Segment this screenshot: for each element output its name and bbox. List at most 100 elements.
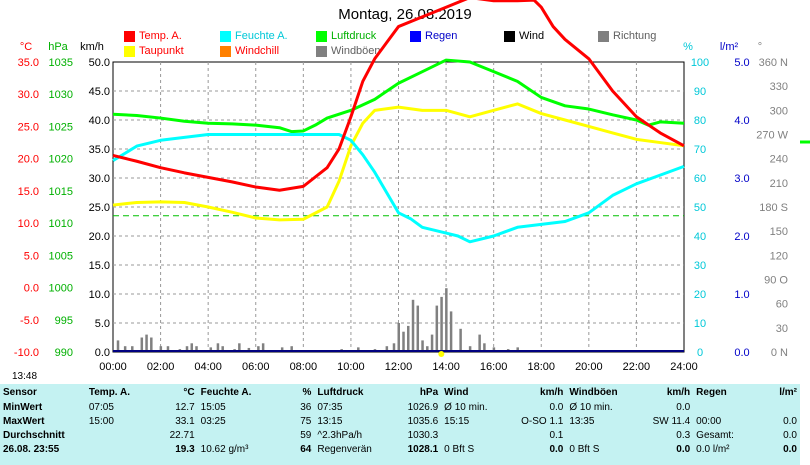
y-tick-direction: 180 S (759, 202, 788, 214)
legend-swatch (220, 30, 231, 42)
x-tick: 04:00 (194, 361, 222, 372)
x-tick: 08:00 (290, 361, 318, 372)
stats-cell: 0.1 (549, 429, 564, 441)
stats-row-label: MaxWert (3, 415, 45, 427)
gust-bar (357, 347, 360, 352)
gust-bar (402, 331, 405, 352)
stats-row: 26.08. 23:55 19.3 10.62 g/m³ 64 Regenverän 10… (0, 442, 800, 456)
y-tick-pressure: 995 (55, 315, 73, 327)
y-tick-humidity: 90 (694, 86, 706, 98)
y-tick-temp: 20.0 (18, 154, 39, 166)
y-tick-direction: 60 (776, 299, 788, 311)
stats-cell (441, 428, 490, 442)
stats-header-cell: hPa (419, 386, 439, 398)
stats-cell: 22.71 (169, 429, 195, 441)
time-bar: 13:48 (0, 371, 810, 385)
stats-header-row: Sensor Temp. A. °C Feuchte A.% Luftdruck hPa W… (0, 384, 800, 400)
y-tick-rain: 0.0 (734, 347, 749, 359)
y-tick-humidity: 20 (694, 289, 706, 301)
legend-label: Windböen (331, 45, 381, 57)
legend-item: Wind (504, 30, 544, 42)
y-tick-direction: 150 (770, 226, 788, 238)
legend-label: Richtung (613, 30, 657, 42)
stats-cell (86, 428, 142, 442)
stats-cell: 0 Bft S (444, 443, 475, 455)
x-tick: 22:00 (623, 361, 651, 372)
series-temp (112, 0, 685, 192)
axis-header-temp: °C (20, 41, 32, 53)
stats-cell: 1026.9 (407, 401, 439, 413)
stats-cell: 15:05 (200, 401, 226, 413)
stats-cell: 75 (300, 415, 312, 427)
stats-header-cell: Sensor (3, 386, 37, 398)
y-tick-pressure: 1010 (49, 218, 73, 230)
y-tick-direction: 330 (770, 81, 788, 93)
weather-chart: °C hPa km/h% l/m² ° 35.0 30.0 25.0 20.0 15.0 10.0 5… (14, 0, 810, 372)
series-pressure (112, 58, 685, 134)
stats-cell: 59 (300, 429, 312, 441)
y-tick-pressure: 1035 (49, 57, 73, 69)
stats-header-cell: Feuchte A. (200, 386, 252, 398)
gust-bar (435, 305, 439, 352)
x-tick: 18:00 (527, 361, 555, 372)
gust-bar (430, 334, 434, 352)
gust-bar (426, 346, 429, 352)
gust-bar (209, 347, 213, 352)
stats-cell: 07:05 (88, 401, 114, 413)
stats-cell: 0.0 (783, 443, 797, 455)
gust-bar (116, 340, 120, 352)
y-tick-humidity: 40 (694, 231, 706, 243)
gust-bar (385, 346, 389, 352)
stats-row-label: 26.08. 23:55 (3, 443, 60, 455)
x-tick: 10:00 (337, 361, 365, 372)
y-tick-pressure: 1005 (49, 250, 73, 262)
stats-header-cell: l/m² (779, 386, 797, 398)
stats-cell: 13:35 (569, 415, 595, 427)
stats-cell: Gesamt: (696, 429, 734, 441)
stats-cell: 0.0 (549, 443, 564, 455)
gust-bar (185, 346, 189, 352)
y-tick-humidity: 60 (694, 173, 706, 185)
y-tick-wind: 15.0 (89, 260, 110, 272)
legend-swatch (316, 30, 327, 42)
y-tick-rain: 4.0 (734, 115, 749, 127)
y-tick-wind: 0.0 (95, 347, 110, 359)
gust-bar (150, 337, 153, 352)
legend-swatch (410, 30, 421, 42)
stats-cell: 0.0 (783, 429, 797, 441)
stats-cell: 03:25 (200, 415, 226, 427)
y-tick-direction: 360 N (759, 57, 788, 69)
stats-row-label: Durchschnitt (3, 429, 65, 441)
gust-bar (280, 347, 284, 352)
gust-bar (290, 346, 293, 352)
y-tick-humidity: 80 (694, 115, 706, 127)
legend-swatch (124, 45, 135, 57)
series-dewpoint (112, 102, 685, 222)
legend-label: Wind (519, 30, 545, 42)
y-tick-humidity: 30 (694, 260, 706, 272)
y-tick-temp: 10.0 (18, 218, 39, 230)
gust-bar (492, 347, 496, 352)
y-tick-temp: -5.0 (20, 315, 39, 327)
gust-bar (445, 288, 448, 352)
gust-bar (411, 299, 415, 352)
y-tick-temp: -10.0 (14, 347, 39, 359)
legend-item: Richtung (598, 30, 656, 42)
stats-cell: 33.1 (175, 415, 195, 427)
legend-item: Windchill (220, 45, 279, 57)
y-tick-temp: 25.0 (18, 121, 39, 133)
stats-cell: 0.0 (676, 443, 691, 455)
gust-bar (140, 337, 144, 352)
stats-cell: 0.0 l/m² (696, 443, 730, 455)
y-tick-temp: 5.0 (24, 250, 39, 262)
x-tick: 20:00 (575, 361, 603, 372)
gust-bar (261, 343, 265, 352)
y-tick-humidity: 100 (691, 57, 709, 69)
y-tick-direction: 270 W (756, 130, 788, 142)
x-tick: 06:00 (242, 361, 270, 372)
gust-bar (478, 334, 481, 352)
x-tick: 16:00 (480, 361, 508, 372)
y-tick-rain: 1.0 (734, 289, 749, 301)
stats-cell (566, 428, 632, 442)
gust-bar (421, 340, 424, 352)
